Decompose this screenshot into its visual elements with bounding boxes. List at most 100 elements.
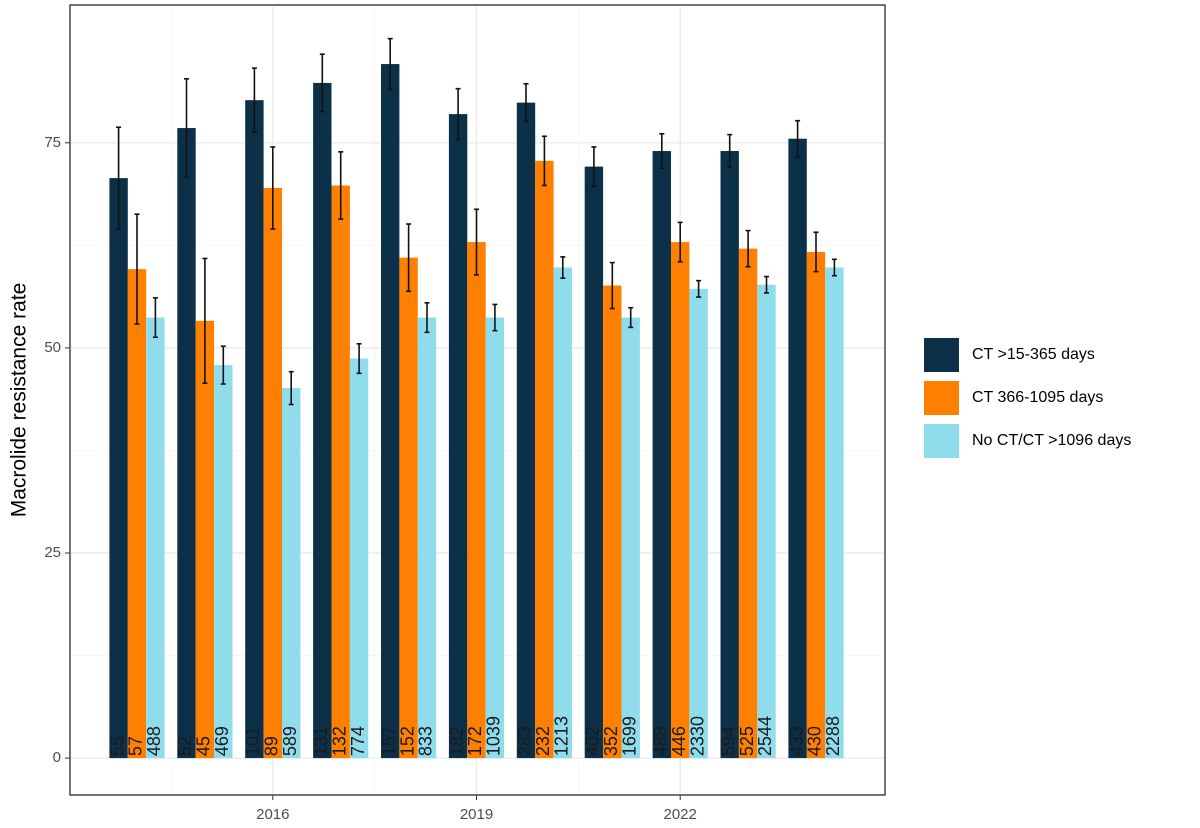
count-label: 833 xyxy=(416,726,436,756)
plot: 55 52 101 131 157 182 283 402 488 594 433 57 45 89 132… xyxy=(107,37,844,759)
error-bar xyxy=(338,151,344,220)
count-label: 55 xyxy=(107,736,127,756)
count-label: 1213 xyxy=(552,716,572,756)
x-tick-label: 2019 xyxy=(460,806,493,823)
error-bar xyxy=(764,275,769,294)
bar xyxy=(313,82,332,759)
legend-key xyxy=(924,424,959,458)
bar xyxy=(282,388,301,759)
count-label: 101 xyxy=(243,726,263,756)
legend-key xyxy=(924,338,959,372)
count-label: 446 xyxy=(669,726,689,756)
bar xyxy=(331,185,350,759)
count-label: 232 xyxy=(533,726,553,756)
error-bar xyxy=(251,67,257,133)
count-label: 2544 xyxy=(755,716,775,756)
bar xyxy=(757,284,776,759)
count-label: 2330 xyxy=(687,716,707,756)
bar xyxy=(689,288,708,759)
error-bar xyxy=(813,231,819,273)
error-bar xyxy=(116,126,122,230)
bar xyxy=(448,114,468,759)
count-label: 131 xyxy=(311,726,331,756)
count-label: 182 xyxy=(447,726,467,756)
y-tick-label: 25 xyxy=(44,544,61,561)
count-label: 152 xyxy=(397,726,417,756)
error-bar xyxy=(319,53,325,113)
error-bar xyxy=(677,221,683,263)
bar xyxy=(146,317,165,759)
bar xyxy=(467,242,486,759)
error-bar xyxy=(424,301,430,334)
bar xyxy=(584,166,604,759)
error-bar xyxy=(288,370,294,406)
legend-label: No CT/CT >1096 days xyxy=(972,432,1131,449)
count-label: 525 xyxy=(737,726,757,756)
legend: CT >15-365 days CT 366-1095 days No CT/CT … xyxy=(924,338,1131,458)
bar xyxy=(652,151,671,759)
count-label: 2288 xyxy=(823,716,843,756)
bar xyxy=(516,102,536,759)
count-label: 433 xyxy=(786,726,806,756)
error-bar xyxy=(134,213,140,325)
count-label: 488 xyxy=(144,726,164,756)
y-tick-label: 0 xyxy=(53,749,61,766)
bar xyxy=(263,187,282,759)
bar xyxy=(177,128,196,759)
panel-border xyxy=(69,4,886,796)
error-bar xyxy=(541,135,547,187)
count-label: 589 xyxy=(280,726,300,756)
count-label: 1699 xyxy=(619,716,639,756)
count-label: 469 xyxy=(212,726,232,756)
bar xyxy=(399,257,418,759)
bar xyxy=(245,100,264,759)
count-label: 172 xyxy=(465,726,485,756)
bar xyxy=(621,317,640,759)
bar xyxy=(788,138,807,759)
error-bar xyxy=(659,132,665,170)
bar xyxy=(825,267,844,759)
y-tick-label: 75 xyxy=(44,134,61,151)
count-label: 774 xyxy=(348,726,368,756)
count-label: 157 xyxy=(379,726,399,756)
y-axis-title: Macrolide resistance rate xyxy=(8,283,31,518)
x-tick-label: 2016 xyxy=(256,806,289,823)
legend-label: CT >15-365 days xyxy=(972,346,1095,363)
count-label: 1039 xyxy=(484,716,504,756)
count-label: 402 xyxy=(583,726,603,756)
count-label: 132 xyxy=(329,726,349,756)
count-label: 45 xyxy=(194,736,214,756)
bar xyxy=(806,251,826,759)
count-label: 57 xyxy=(126,736,146,756)
bar xyxy=(417,317,437,759)
error-bar xyxy=(609,261,615,310)
bar xyxy=(738,248,758,759)
bar xyxy=(671,242,690,759)
bar xyxy=(195,320,215,759)
bar xyxy=(109,178,128,759)
error-bar xyxy=(202,257,208,384)
count-label: 488 xyxy=(651,726,671,756)
count-label: 594 xyxy=(718,726,738,756)
legend-key xyxy=(924,381,959,415)
error-bar xyxy=(220,345,226,385)
error-bar xyxy=(152,297,158,339)
count-label: 283 xyxy=(515,726,535,756)
bar xyxy=(603,285,622,759)
legend-label: CT 366-1095 days xyxy=(972,389,1103,406)
bar xyxy=(553,267,572,759)
count-label: 89 xyxy=(262,736,282,756)
error-bar xyxy=(270,146,276,230)
bar xyxy=(535,160,554,759)
bar xyxy=(349,358,369,759)
count-label: 352 xyxy=(601,726,621,756)
error-bar xyxy=(696,279,702,298)
bar xyxy=(214,365,233,759)
error-bar xyxy=(560,256,566,279)
error-bar xyxy=(474,208,479,276)
error-bar xyxy=(831,258,837,277)
bar xyxy=(127,269,147,759)
error-bar xyxy=(406,223,412,293)
x-tick-label: 2022 xyxy=(664,806,697,823)
